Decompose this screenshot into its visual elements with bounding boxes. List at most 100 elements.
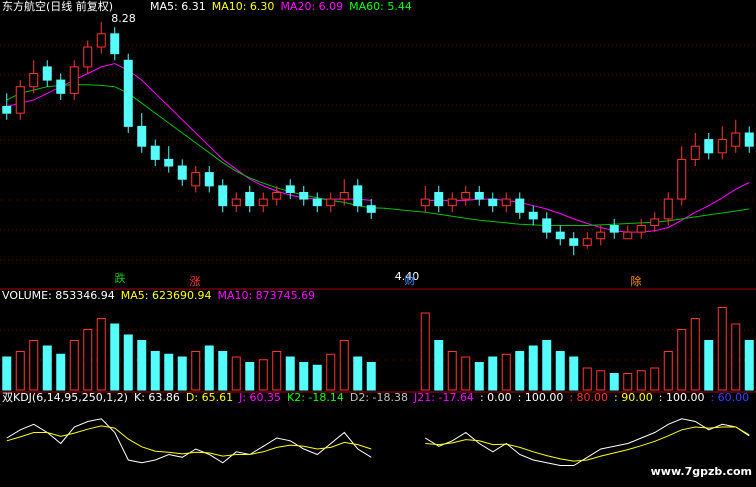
volume-bar <box>69 340 79 391</box>
candle-body <box>461 191 471 200</box>
volume-bar <box>56 353 66 391</box>
indicator-line <box>6 84 750 226</box>
legend-item: 双KDJ(6,14,95,250,1,2) <box>2 391 128 404</box>
candle-body <box>123 59 133 127</box>
volume-bar <box>2 356 12 391</box>
volume-bar <box>353 356 363 391</box>
legend-item: MA60: 5.44 <box>349 0 412 13</box>
candle-body <box>623 231 633 240</box>
legend-item: D: 65.61 <box>186 391 233 404</box>
volume-bar <box>461 356 471 391</box>
watermark: www.7gpzb.com <box>651 465 752 478</box>
candle-body <box>191 172 201 187</box>
legend-item: : 100.00 <box>518 391 564 404</box>
price-annotation: 8.28 <box>111 12 136 25</box>
volume-bar <box>434 340 444 391</box>
candle-body <box>285 185 295 193</box>
candle-body <box>29 72 39 88</box>
volume-bar <box>474 362 484 391</box>
volume-bar <box>245 362 255 391</box>
candle-body <box>42 66 52 81</box>
volume-bar <box>744 340 754 391</box>
volume-bar <box>218 351 228 391</box>
legend-item: : 80.00 <box>569 391 608 404</box>
volume-bar <box>501 353 511 391</box>
candle-body <box>555 231 565 240</box>
legend-item: MA5: 623690.94 <box>121 289 212 302</box>
volume-bar <box>110 323 120 391</box>
volume-bar <box>204 345 214 391</box>
legend-item: VOLUME: 853346.94 <box>2 289 115 302</box>
volume-bar <box>339 340 349 391</box>
volume-bar <box>555 351 565 391</box>
candle-body <box>677 158 687 200</box>
volume-bar <box>677 329 687 391</box>
volume-bar <box>582 367 592 391</box>
volume-bar <box>731 323 741 391</box>
volume-bar <box>96 318 106 391</box>
candle-body <box>609 225 619 233</box>
volume-bar <box>609 373 619 391</box>
volume-bar <box>29 340 39 391</box>
candle-body <box>744 132 754 147</box>
volume-bar <box>299 362 309 391</box>
legend-item: K2: -18.14 <box>287 391 344 404</box>
volume-bar <box>123 334 133 391</box>
candle-body <box>650 218 660 227</box>
volume-bar <box>569 356 579 391</box>
volume-bar <box>150 351 160 391</box>
candle-body <box>569 238 579 246</box>
candle-body <box>339 191 349 200</box>
legend-item: : 60.00 <box>710 391 749 404</box>
volume-bar <box>177 356 187 391</box>
candle-body <box>137 125 147 147</box>
indicator-line <box>6 425 750 462</box>
legend-item: : 100.00 <box>659 391 705 404</box>
volume-bar <box>650 367 660 391</box>
legend-item: MA5: 6.31 <box>150 0 206 13</box>
candle-body <box>56 79 66 94</box>
legend-item: D2: -18.38 <box>350 391 408 404</box>
event-marker: 涨 <box>190 275 201 288</box>
volume-bar <box>272 351 282 391</box>
candle-body <box>488 198 498 207</box>
candle-body <box>447 198 457 207</box>
candle-body <box>83 46 93 68</box>
legend-item: : 0.00 <box>480 391 512 404</box>
volume-bar <box>83 329 93 391</box>
chart-title: 东方航空(日线 前复权) <box>2 0 113 13</box>
volume-bar <box>258 359 268 391</box>
candle-body <box>258 198 268 207</box>
legend-item: MA20: 6.09 <box>280 0 343 13</box>
candle-body <box>96 33 106 48</box>
candle-body <box>528 211 538 220</box>
candle-body <box>15 86 25 114</box>
volume-bar <box>366 362 376 391</box>
volume-bar <box>690 318 700 391</box>
candle-body <box>326 198 336 207</box>
legend-item: K: 63.86 <box>134 391 180 404</box>
volume-bar <box>704 340 714 391</box>
candle-body <box>542 218 552 233</box>
volume-bar <box>623 373 633 391</box>
candle-body <box>501 198 511 207</box>
volume-bar <box>15 351 25 391</box>
candle-body <box>164 158 174 167</box>
candle-body <box>474 191 484 200</box>
volume-bar <box>231 356 241 391</box>
event-marker: 除 <box>631 274 642 288</box>
candle-body <box>596 231 606 240</box>
candle-body <box>218 185 228 207</box>
candle-body <box>2 106 12 114</box>
grid <box>0 44 756 361</box>
candle-body <box>231 198 241 207</box>
legend-item: J21: -17.64 <box>413 391 474 404</box>
event-marker: 跌 <box>115 271 126 285</box>
candle-body <box>731 132 741 147</box>
legend-item: MA10: 873745.69 <box>217 289 315 302</box>
candle-body <box>636 225 646 233</box>
indicator-line <box>6 418 750 466</box>
volume-bar <box>636 370 646 391</box>
legend-item: J: 60.35 <box>238 391 281 404</box>
